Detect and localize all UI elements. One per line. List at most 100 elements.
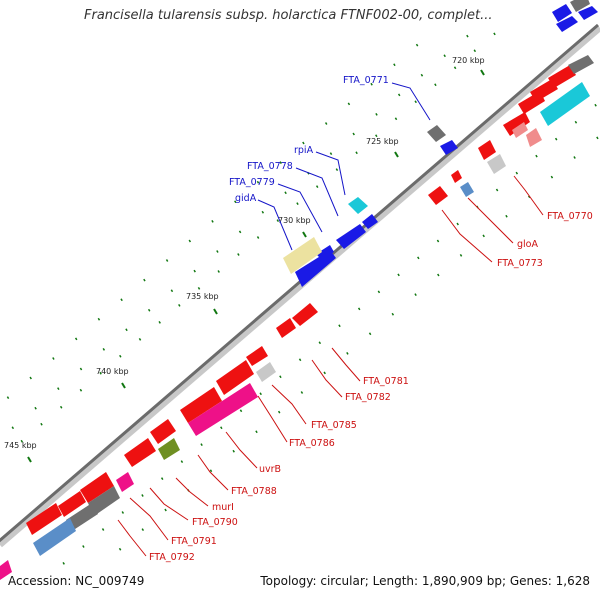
forward-genes[interactable]: [283, 0, 598, 287]
guide-dot: [302, 141, 305, 145]
gene-top-right-cluster[interactable]: [552, 0, 598, 32]
guide-dot: [160, 477, 164, 480]
guide-dot: [29, 376, 32, 380]
guide-dot: [234, 200, 237, 204]
gene-red-block: [503, 112, 530, 136]
guide-dot: [209, 469, 213, 473]
guide-dot: [101, 528, 105, 531]
guide-dot: [237, 253, 240, 256]
guide-dot: [216, 250, 219, 253]
gene-fta0773: [428, 186, 448, 205]
guide-dot: [79, 367, 83, 371]
guide-dot: [355, 151, 358, 155]
tick-725: 725 kbp: [366, 137, 399, 158]
label-fta0779[interactable]: FTA_0779: [229, 177, 275, 188]
guide-dot: [368, 332, 372, 336]
label-fta0792[interactable]: FTA_0792: [149, 552, 195, 563]
gene-rpia[interactable]: [348, 197, 368, 214]
guide-dot: [417, 256, 420, 260]
tick-730: 730 kbp: [278, 216, 311, 238]
guide-dot: [232, 449, 235, 453]
guide-dot: [52, 357, 55, 360]
label-fta0786[interactable]: FTA_0786: [289, 438, 335, 449]
guide-dot: [74, 337, 78, 341]
guide-dot: [352, 132, 355, 136]
guide-dot: [238, 230, 242, 234]
guide-dot: [178, 304, 181, 307]
gene-fta0790: [88, 486, 120, 516]
guide-dot: [59, 405, 63, 409]
label-fta0785[interactable]: FTA_0785: [311, 420, 357, 431]
guide-dot: [121, 511, 125, 514]
label-fta0771[interactable]: FTA_0771: [343, 75, 389, 86]
guide-dot: [466, 34, 469, 38]
guide-dot: [118, 547, 122, 551]
gene-fta0788: [158, 438, 180, 460]
guide-dot: [40, 422, 43, 426]
guide-dot: [482, 234, 485, 238]
guide-dot: [138, 338, 142, 341]
guide-dot: [296, 202, 299, 205]
guide-dot: [324, 122, 328, 125]
label-muri[interactable]: murI: [212, 502, 234, 513]
guide-dot: [62, 562, 65, 565]
guide-dot: [375, 134, 378, 138]
gene-gloa: [451, 170, 462, 183]
gene-gida[interactable]: [283, 237, 336, 287]
guide-dot: [596, 136, 599, 140]
label-fta0788[interactable]: FTA_0788: [231, 486, 277, 497]
label-fta0782[interactable]: FTA_0782: [345, 392, 391, 403]
label-fta0790[interactable]: FTA_0790: [192, 517, 238, 528]
label-uvrb[interactable]: uvrB: [259, 464, 281, 475]
guide-dot: [397, 93, 401, 97]
guide-dot: [82, 545, 85, 548]
guide-dot: [279, 375, 282, 379]
guide-dot: [414, 293, 417, 296]
guide-dot: [193, 269, 196, 273]
gene-fta0791: [66, 503, 98, 531]
guide-dot: [197, 287, 201, 290]
label-fta0791[interactable]: FTA_0791: [171, 536, 217, 547]
backbone-shadow: [0, 25, 600, 548]
label-gida[interactable]: gidA: [235, 193, 257, 204]
guide-dot: [276, 219, 280, 222]
gene-uvrb: [188, 383, 258, 436]
label-gloa[interactable]: gloA: [517, 239, 538, 250]
reverse-genes[interactable]: [0, 55, 594, 580]
gene-cyan-block: [540, 82, 590, 126]
guide-dot: [436, 239, 440, 243]
guide-dot: [79, 388, 83, 392]
guide-dot: [20, 439, 24, 443]
guide-dot: [574, 120, 578, 124]
guide-dot: [300, 391, 304, 394]
label-fta0773[interactable]: FTA_0773: [497, 258, 543, 269]
tick-720: 720 kbp: [452, 56, 485, 76]
gene-fta0770: [478, 140, 496, 160]
guide-dot: [255, 430, 258, 434]
guide-dot: [180, 460, 184, 463]
guide-dot: [573, 156, 576, 159]
guide-dot: [456, 222, 459, 226]
guide-dot: [318, 341, 322, 345]
guide-dot: [453, 66, 457, 70]
guide-dot: [443, 54, 446, 58]
guide-dot: [391, 312, 395, 316]
gene-fta0771[interactable]: [427, 125, 458, 155]
guide-dot: [347, 102, 351, 106]
label-fta0781[interactable]: FTA_0781: [363, 376, 409, 387]
tick-label: 740 kbp: [96, 367, 129, 376]
guide-dot: [550, 175, 554, 179]
guide-dot: [170, 289, 174, 293]
guide-dot: [220, 426, 223, 430]
label-fta0778[interactable]: FTA_0778: [247, 161, 293, 172]
guide-dot: [414, 100, 417, 104]
gene-muri: [116, 472, 134, 492]
label-rpia[interactable]: rpiA: [294, 145, 314, 156]
gene-fta0782: [276, 318, 296, 338]
guide-dot: [125, 328, 128, 332]
accession-text: Accession: NC_009749: [8, 574, 145, 588]
tick-label: 735 kbp: [186, 292, 219, 301]
label-fta0770[interactable]: FTA_0770: [547, 211, 593, 222]
guide-dot: [554, 137, 558, 141]
